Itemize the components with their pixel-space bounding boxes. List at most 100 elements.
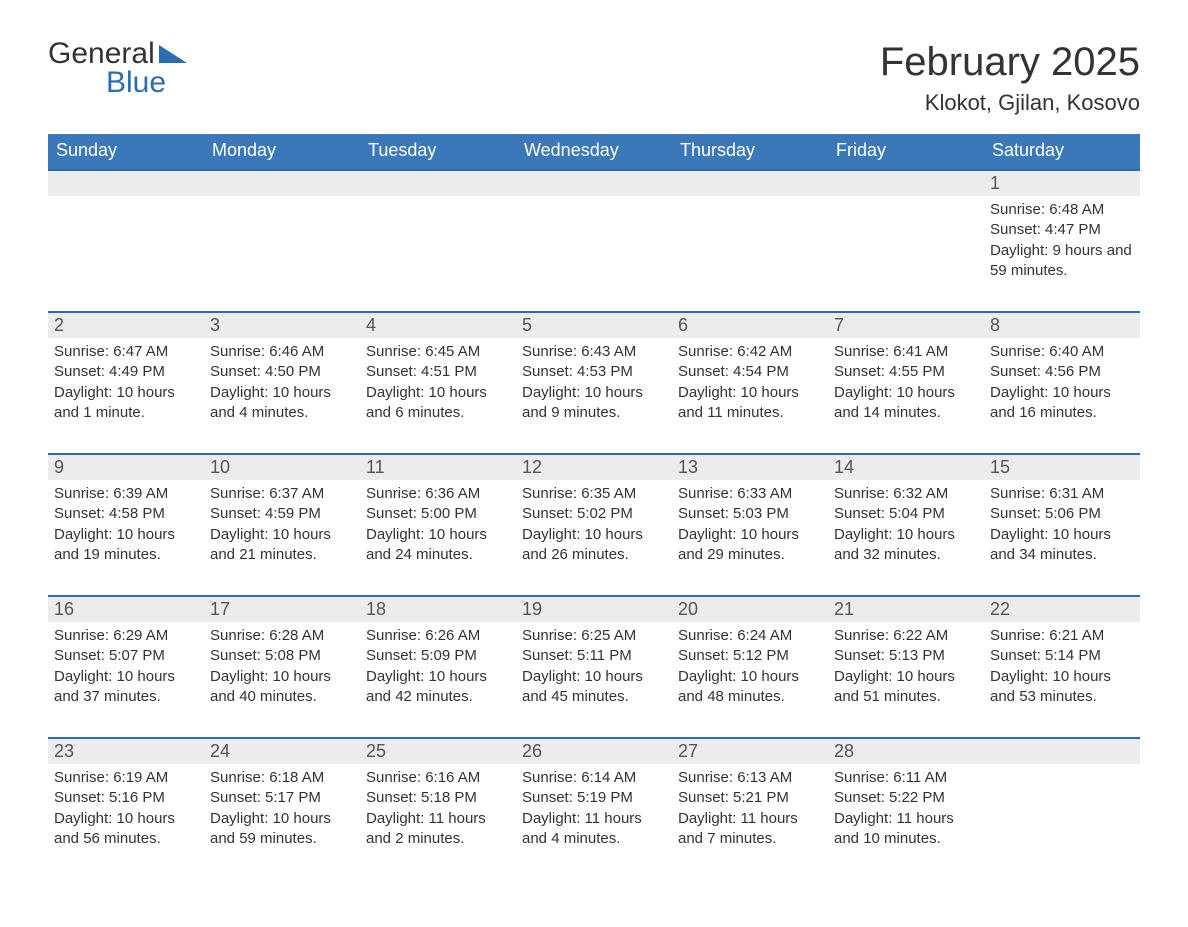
daylight-text: Daylight: 10 hours and 19 minutes. (54, 525, 196, 566)
weekday-header-row: SundayMondayTuesdayWednesdayThursdayFrid… (48, 134, 1140, 169)
day-details: Sunrise: 6:43 AMSunset: 4:53 PMDaylight:… (516, 338, 672, 453)
day-number: 10 (204, 455, 360, 480)
day-details: Sunrise: 6:11 AMSunset: 5:22 PMDaylight:… (828, 764, 984, 879)
daylight-text: Daylight: 9 hours and 59 minutes. (990, 241, 1132, 282)
day-details: Sunrise: 6:24 AMSunset: 5:12 PMDaylight:… (672, 622, 828, 737)
daylight-text: Daylight: 10 hours and 45 minutes. (522, 667, 664, 708)
day-number: 11 (360, 455, 516, 480)
brand-logo-text: General Blue (48, 40, 187, 97)
sunrise-text: Sunrise: 6:45 AM (366, 342, 508, 362)
day-number: 12 (516, 455, 672, 480)
day-number: 13 (672, 455, 828, 480)
day-number: 5 (516, 313, 672, 338)
day-number: 8 (984, 313, 1140, 338)
sunset-text: Sunset: 5:19 PM (522, 788, 664, 808)
sunset-text: Sunset: 5:03 PM (678, 504, 820, 524)
sunrise-text: Sunrise: 6:31 AM (990, 484, 1132, 504)
daylight-text: Daylight: 10 hours and 11 minutes. (678, 383, 820, 424)
sunrise-text: Sunrise: 6:16 AM (366, 768, 508, 788)
daylight-text: Daylight: 10 hours and 42 minutes. (366, 667, 508, 708)
sunset-text: Sunset: 5:02 PM (522, 504, 664, 524)
day-number (672, 171, 828, 196)
sunrise-text: Sunrise: 6:18 AM (210, 768, 352, 788)
day-details (828, 196, 984, 311)
daylight-text: Daylight: 11 hours and 4 minutes. (522, 809, 664, 850)
day-details (984, 764, 1140, 879)
flag-icon (159, 40, 187, 69)
day-details: Sunrise: 6:37 AMSunset: 4:59 PMDaylight:… (204, 480, 360, 595)
day-number: 27 (672, 739, 828, 764)
sunset-text: Sunset: 4:49 PM (54, 362, 196, 382)
day-details: Sunrise: 6:25 AMSunset: 5:11 PMDaylight:… (516, 622, 672, 737)
day-details: Sunrise: 6:47 AMSunset: 4:49 PMDaylight:… (48, 338, 204, 453)
sunrise-text: Sunrise: 6:46 AM (210, 342, 352, 362)
day-details (48, 196, 204, 311)
daylight-text: Daylight: 11 hours and 2 minutes. (366, 809, 508, 850)
day-number-row: 16171819202122 (48, 595, 1140, 622)
sunrise-text: Sunrise: 6:37 AM (210, 484, 352, 504)
day-number: 22 (984, 597, 1140, 622)
day-number: 15 (984, 455, 1140, 480)
weekday-header: Friday (828, 134, 984, 169)
sunrise-text: Sunrise: 6:13 AM (678, 768, 820, 788)
day-details (204, 196, 360, 311)
sunrise-text: Sunrise: 6:24 AM (678, 626, 820, 646)
day-number (828, 171, 984, 196)
daylight-text: Daylight: 10 hours and 59 minutes. (210, 809, 352, 850)
day-number: 28 (828, 739, 984, 764)
weekday-header: Thursday (672, 134, 828, 169)
day-details (516, 196, 672, 311)
daylight-text: Daylight: 11 hours and 7 minutes. (678, 809, 820, 850)
sunrise-text: Sunrise: 6:35 AM (522, 484, 664, 504)
day-details-row: Sunrise: 6:48 AMSunset: 4:47 PMDaylight:… (48, 196, 1140, 311)
daylight-text: Daylight: 10 hours and 48 minutes. (678, 667, 820, 708)
day-details: Sunrise: 6:29 AMSunset: 5:07 PMDaylight:… (48, 622, 204, 737)
weeks-container: 1Sunrise: 6:48 AMSunset: 4:47 PMDaylight… (48, 169, 1140, 879)
sunrise-text: Sunrise: 6:21 AM (990, 626, 1132, 646)
day-details-row: Sunrise: 6:29 AMSunset: 5:07 PMDaylight:… (48, 622, 1140, 737)
day-number: 21 (828, 597, 984, 622)
sunrise-text: Sunrise: 6:25 AM (522, 626, 664, 646)
day-details: Sunrise: 6:48 AMSunset: 4:47 PMDaylight:… (984, 196, 1140, 311)
daylight-text: Daylight: 10 hours and 40 minutes. (210, 667, 352, 708)
sunset-text: Sunset: 5:09 PM (366, 646, 508, 666)
sunrise-text: Sunrise: 6:41 AM (834, 342, 976, 362)
day-details: Sunrise: 6:46 AMSunset: 4:50 PMDaylight:… (204, 338, 360, 453)
day-number: 17 (204, 597, 360, 622)
day-details: Sunrise: 6:28 AMSunset: 5:08 PMDaylight:… (204, 622, 360, 737)
day-number-row: 232425262728 (48, 737, 1140, 764)
day-details: Sunrise: 6:21 AMSunset: 5:14 PMDaylight:… (984, 622, 1140, 737)
day-details: Sunrise: 6:16 AMSunset: 5:18 PMDaylight:… (360, 764, 516, 879)
day-details: Sunrise: 6:32 AMSunset: 5:04 PMDaylight:… (828, 480, 984, 595)
sunrise-text: Sunrise: 6:36 AM (366, 484, 508, 504)
day-details: Sunrise: 6:35 AMSunset: 5:02 PMDaylight:… (516, 480, 672, 595)
day-details: Sunrise: 6:14 AMSunset: 5:19 PMDaylight:… (516, 764, 672, 879)
day-number: 19 (516, 597, 672, 622)
day-details: Sunrise: 6:39 AMSunset: 4:58 PMDaylight:… (48, 480, 204, 595)
day-details: Sunrise: 6:22 AMSunset: 5:13 PMDaylight:… (828, 622, 984, 737)
daylight-text: Daylight: 10 hours and 26 minutes. (522, 525, 664, 566)
sunset-text: Sunset: 4:51 PM (366, 362, 508, 382)
day-number-row: 2345678 (48, 311, 1140, 338)
sunset-text: Sunset: 5:12 PM (678, 646, 820, 666)
day-details: Sunrise: 6:33 AMSunset: 5:03 PMDaylight:… (672, 480, 828, 595)
sunrise-text: Sunrise: 6:26 AM (366, 626, 508, 646)
day-number (204, 171, 360, 196)
location-subtitle: Klokot, Gjilan, Kosovo (880, 90, 1140, 116)
daylight-text: Daylight: 10 hours and 1 minute. (54, 383, 196, 424)
sunrise-text: Sunrise: 6:19 AM (54, 768, 196, 788)
sunset-text: Sunset: 5:08 PM (210, 646, 352, 666)
daylight-text: Daylight: 10 hours and 37 minutes. (54, 667, 196, 708)
day-number: 20 (672, 597, 828, 622)
day-number (360, 171, 516, 196)
day-number (984, 739, 1140, 764)
day-number (516, 171, 672, 196)
sunrise-text: Sunrise: 6:11 AM (834, 768, 976, 788)
day-number: 4 (360, 313, 516, 338)
sunset-text: Sunset: 4:59 PM (210, 504, 352, 524)
month-title: February 2025 (880, 40, 1140, 84)
sunset-text: Sunset: 5:06 PM (990, 504, 1132, 524)
day-number-row: 9101112131415 (48, 453, 1140, 480)
day-details: Sunrise: 6:31 AMSunset: 5:06 PMDaylight:… (984, 480, 1140, 595)
weekday-header: Sunday (48, 134, 204, 169)
